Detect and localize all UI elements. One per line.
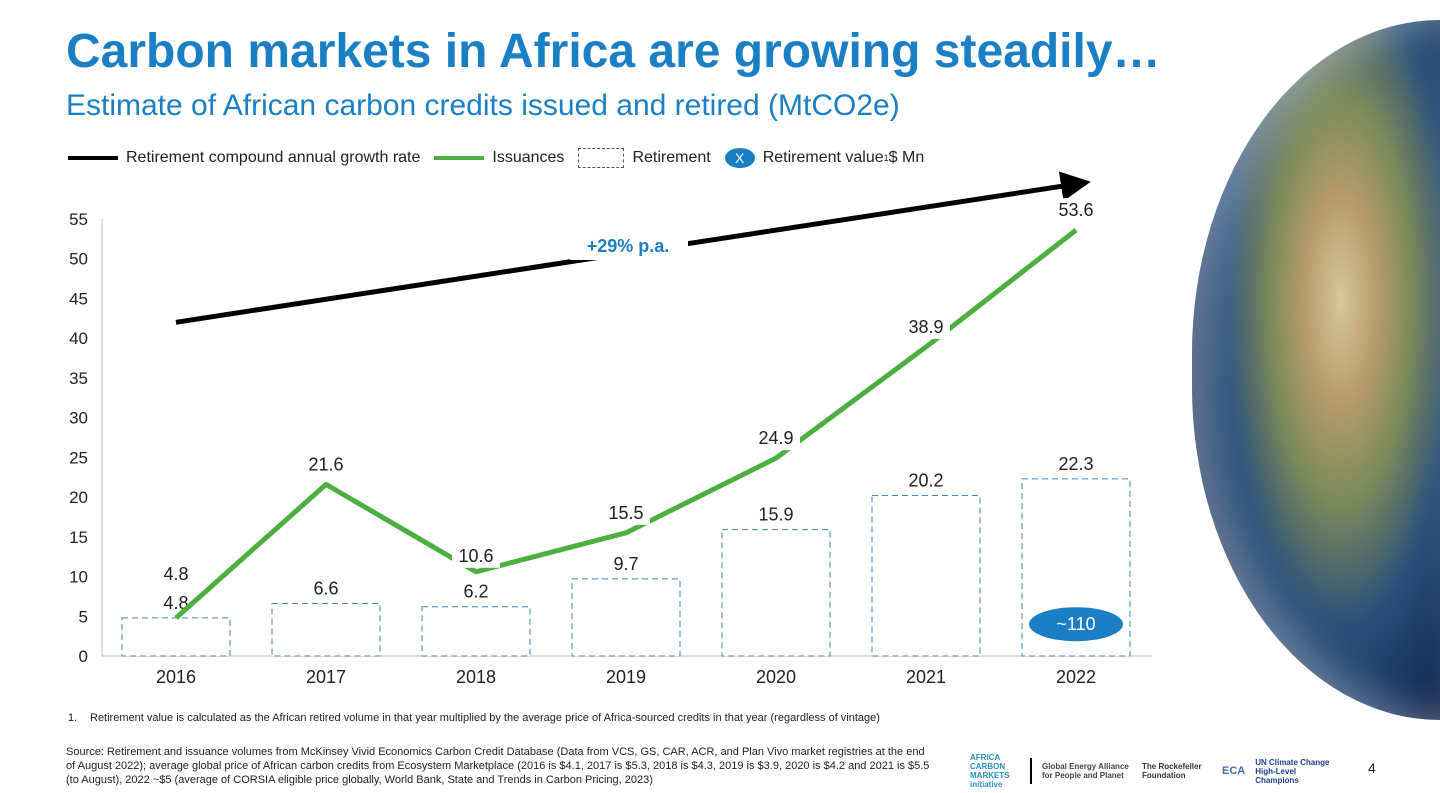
issuance-data-label: 10.6 (458, 546, 493, 566)
legend-issuances-swatch (434, 156, 485, 160)
y-tick-label: 20 (69, 488, 88, 507)
y-tick-label: 30 (69, 409, 88, 428)
issuance-label-bg (1052, 198, 1100, 223)
page-title: Carbon markets in Africa are growing ste… (66, 25, 1161, 78)
retirement-bar (421, 606, 531, 657)
retirement-value-badge (1029, 607, 1123, 642)
legend-value-marker: X (724, 148, 755, 168)
legend-retirement-value: X Retirement value 1 $ Mn (724, 148, 925, 168)
earth-image (1192, 20, 1440, 720)
logo: The Rockefeller Foundation (1142, 762, 1202, 780)
legend-retirement-label: Retirement (632, 149, 711, 166)
y-tick-label: 5 (79, 607, 88, 626)
retirement-value-label: ~110 (1056, 614, 1095, 634)
x-tick-label: 2022 (1056, 667, 1096, 687)
issuance-label-bg (152, 561, 200, 586)
chart-legend: Retirement compound annual growth rate I… (68, 148, 938, 168)
y-tick-label: 45 (69, 289, 88, 308)
issuance-data-label: 15.5 (608, 503, 643, 523)
chart: 0 5 10 15 20 25 30 35 40 45 50 55 2016 2017 2018 2019 20… (69, 171, 1152, 687)
issuance-data-label: 53.6 (1058, 200, 1093, 220)
legend-cagr: Retirement compound annual growth rate (68, 149, 420, 167)
y-tick-label: 55 (69, 210, 88, 229)
source-note: Source: Retirement and issuance volumes … (66, 746, 930, 786)
logo: Global Energy Alliance for People and Pl… (1042, 762, 1129, 780)
issuance-data-label: 4.8 (163, 564, 188, 584)
legend-value-label: Retirement value (762, 149, 884, 166)
logo-divider (1030, 758, 1032, 784)
legend-value-sup: 1 (883, 153, 889, 163)
issuances-line (174, 228, 1078, 620)
y-tick-label: 35 (69, 369, 88, 388)
x-tick-label: 2020 (756, 667, 796, 687)
legend-value-unit: $ Mn (888, 149, 925, 166)
issuance-label-bg (902, 314, 950, 339)
retirement-bar (721, 529, 831, 657)
logo: AFRICA CARBON MARKETS initiative (970, 753, 1010, 789)
x-tick-label: 2017 (306, 667, 346, 687)
issuance-label-bg (452, 543, 500, 568)
y-tick-label: 25 (69, 448, 88, 467)
x-tick-label: 2021 (906, 667, 946, 687)
retirement-data-label: 9.7 (613, 554, 638, 574)
issuance-data-label: 38.9 (908, 317, 943, 337)
cagr-label: +29% p.a. (587, 236, 670, 256)
issuance-data-label: 24.9 (758, 428, 793, 448)
y-tick-label: 50 (69, 250, 88, 269)
retirement-data-label: 6.2 (463, 582, 488, 602)
x-tick-label: 2016 (156, 667, 196, 687)
legend-retirement: Retirement (578, 148, 711, 168)
retirement-bar (121, 617, 231, 657)
page-number: 4 (1368, 760, 1376, 776)
issuance-label-bg (302, 452, 350, 477)
issuance-label-bg (602, 500, 650, 525)
legend-issuances-label: Issuances (492, 149, 565, 166)
y-tick-label: 0 (79, 647, 88, 666)
retirement-data-label: 22.3 (1058, 454, 1093, 474)
legend-issuances: Issuances (434, 149, 564, 167)
retirement-bar (271, 603, 381, 657)
cagr-label-bg (570, 230, 688, 261)
y-tick-label: 40 (69, 329, 88, 348)
retirement-data-label: 4.8 (163, 593, 188, 613)
footnote-text: Retirement value is calculated as the Af… (90, 712, 880, 724)
y-tick-label: 15 (69, 528, 88, 547)
logo: ECA (1222, 765, 1246, 777)
page-subtitle: Estimate of African carbon credits issue… (66, 89, 900, 122)
x-tick-label: 2019 (606, 667, 646, 687)
retirement-bar (571, 578, 681, 657)
partner-logos: AFRICA CARBON MARKETS initiative Global … (970, 753, 1335, 789)
x-tick-label: 2018 (456, 667, 496, 687)
legend-retirement-swatch (578, 148, 625, 168)
footnote: 1. Retirement value is calculated as the… (68, 711, 928, 725)
legend-cagr-label: Retirement compound annual growth rate (126, 149, 421, 166)
issuance-data-label: 21.6 (308, 454, 343, 474)
logo: UN Climate Change High-Level Champions (1255, 757, 1330, 785)
retirement-bar (871, 495, 981, 657)
retirement-data-label: 15.9 (758, 505, 793, 525)
footnote-number: 1. (68, 712, 78, 724)
legend-cagr-swatch (68, 156, 118, 160)
y-tick-label: 10 (69, 568, 88, 587)
retirement-data-label: 20.2 (908, 471, 943, 491)
retirement-data-label: 6.6 (313, 579, 338, 599)
issuance-label-bg (752, 426, 800, 451)
